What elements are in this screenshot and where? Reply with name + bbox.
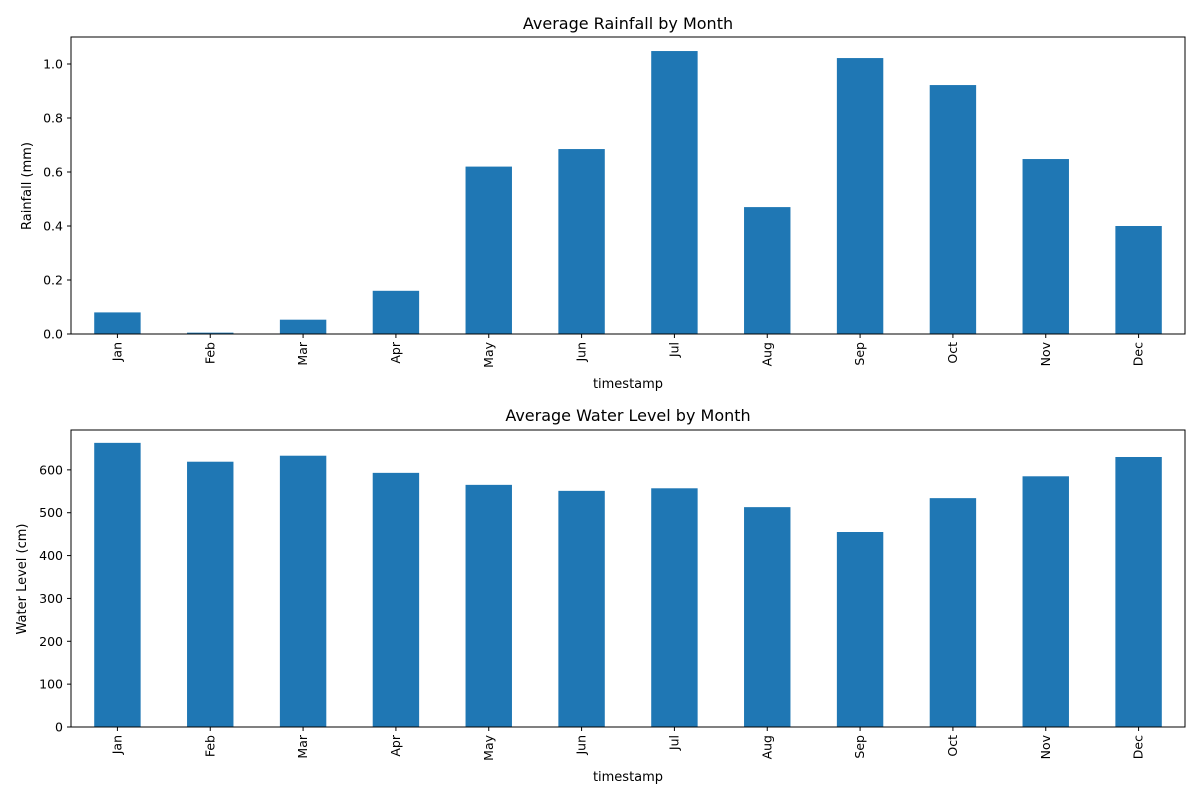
bar-nov (1022, 159, 1069, 334)
y-axis-label: Water Level (cm) (15, 524, 30, 635)
x-tick-label: Jul (666, 342, 681, 358)
x-tick-label: Apr (388, 734, 403, 756)
y-tick-label: 400 (39, 548, 63, 563)
bar-aug (744, 507, 791, 727)
y-axis-label: Rainfall (mm) (20, 142, 35, 230)
bar-sep (836, 532, 884, 727)
bar-feb (187, 332, 234, 334)
x-tick-label: Feb (202, 735, 217, 757)
y-tick-label: 300 (39, 591, 63, 606)
bar-jun (558, 490, 605, 727)
x-tick-label: Dec (1131, 735, 1146, 759)
x-tick-label: Nov (1038, 734, 1053, 759)
x-tick-label: Aug (759, 735, 774, 759)
x-axis-ticks: Jan Feb Mar Apr May Jun Jul Aug Sep Oct Nov Dec (109, 727, 1146, 761)
x-tick-label: Aug (759, 342, 774, 366)
bar-apr (372, 290, 420, 334)
bar-apr (372, 472, 420, 727)
rainfall-chart: Average Rainfall by Month 0.00.20.40.60.… (20, 14, 1186, 392)
bar-oct (929, 85, 977, 334)
bar-dec (1115, 457, 1162, 727)
bar-mar (279, 455, 327, 727)
x-tick-label: May (481, 734, 496, 760)
y-tick-label: 200 (39, 634, 63, 649)
bar-feb (187, 461, 234, 727)
x-axis-label: timestamp (593, 377, 663, 392)
bar-group (94, 442, 1162, 727)
y-tick-label: 0.6 (43, 165, 63, 180)
y-tick-label: 100 (39, 677, 63, 692)
chart-title: Average Water Level by Month (505, 406, 750, 425)
plot-frame (70, 429, 1186, 728)
x-tick-label: Jun (574, 342, 589, 363)
y-tick-label: 600 (39, 462, 63, 477)
x-tick-label: Sep (852, 735, 867, 759)
x-tick-label: Mar (295, 341, 310, 365)
bar-group (94, 51, 1162, 335)
y-tick-label: 500 (39, 505, 63, 520)
bar-jan (94, 442, 141, 727)
x-tick-label: Sep (852, 342, 867, 366)
y-tick-label: 0.0 (43, 327, 63, 342)
x-tick-label: Jan (109, 342, 124, 362)
y-tick-label: 1.0 (43, 57, 63, 72)
x-axis-label: timestamp (593, 770, 663, 785)
x-tick-label: Nov (1038, 341, 1053, 366)
y-tick-label: 0.2 (43, 273, 63, 288)
bar-jun (558, 149, 605, 334)
x-tick-label: Feb (202, 342, 217, 364)
x-tick-label: Oct (945, 342, 960, 364)
water-level-chart: Average Water Level by Month 0 100 200 300 4… (15, 406, 1186, 785)
x-tick-label: Dec (1131, 342, 1146, 366)
y-tick-label: 0.8 (43, 111, 63, 126)
bar-sep (836, 58, 884, 335)
x-tick-label: May (481, 341, 496, 367)
bar-nov (1022, 476, 1069, 727)
bar-jul (651, 488, 698, 727)
bar-mar (279, 319, 327, 334)
plot-frame (70, 36, 1186, 335)
x-axis-ticks: Jan Feb Mar Apr May Jun Jul Aug Sep Oct Nov Dec (109, 334, 1146, 368)
bar-may (465, 484, 512, 727)
x-tick-label: Jan (109, 735, 124, 755)
bar-jan (94, 312, 141, 334)
x-tick-label: Oct (945, 735, 960, 757)
bar-oct (929, 498, 977, 727)
x-tick-label: Jun (574, 735, 589, 756)
y-tick-label: 0.4 (43, 219, 63, 234)
bar-dec (1115, 226, 1162, 334)
bar-aug (744, 207, 791, 334)
bar-may (465, 166, 512, 334)
y-axis-ticks: 0.0 0.2 0.4 0.6 0.8 1.0 (43, 57, 71, 342)
bar-jul (651, 51, 698, 334)
chart-title: Average Rainfall by Month (523, 14, 733, 33)
y-tick-label: 0 (55, 720, 63, 735)
x-tick-label: Apr (388, 341, 403, 363)
y-axis-ticks: 0 100 200 300 400 500 600 (39, 462, 71, 735)
x-tick-label: Jul (666, 735, 681, 751)
x-tick-label: Mar (295, 734, 310, 758)
